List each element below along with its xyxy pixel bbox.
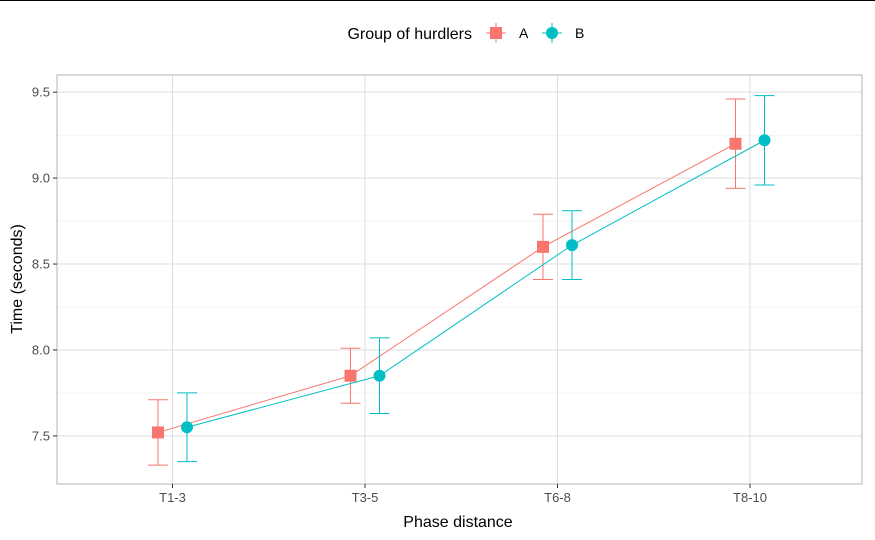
y-tick-label: 9.0 — [32, 171, 50, 186]
series-line-A — [157, 143, 736, 433]
data-point-A — [152, 426, 164, 439]
y-tick-label: 8.5 — [32, 257, 50, 272]
legend-label-B: B — [575, 25, 584, 41]
legend-key-marker — [490, 27, 502, 39]
x-tick-label: T1-3 — [159, 490, 186, 505]
data-point-A — [537, 240, 549, 253]
data-point-A — [344, 369, 357, 382]
legend-title: Group of hurdlers — [347, 26, 472, 43]
data-point-B — [566, 239, 578, 252]
x-tick-label: T6-8 — [544, 490, 571, 505]
panel-border — [56, 74, 863, 485]
data-point-B — [758, 134, 771, 147]
y-tick-label: 7.5 — [32, 428, 50, 443]
legend-item-A: A — [486, 23, 529, 43]
y-axis-title: Time (seconds) — [9, 224, 26, 334]
plot-panel: 7.5 8.0 8.5 9.0 9.5 T1-3 T3-5 T6-8 T8-10 — [32, 74, 863, 505]
y-tick-label: 9.5 — [32, 85, 50, 100]
legend-item-B: B — [542, 23, 584, 43]
data-point-B — [373, 369, 386, 382]
x-tick-label: T3-5 — [352, 490, 379, 505]
series-line-B — [186, 139, 765, 428]
top-rule — [0, 0, 875, 1]
legend-key-marker — [546, 27, 558, 39]
data-point-A — [729, 137, 742, 150]
x-tick-label: T8-10 — [733, 490, 767, 505]
legend-label-A: A — [519, 25, 529, 41]
y-tick-label: 8.0 — [32, 342, 50, 357]
data-point-B — [181, 421, 193, 434]
x-axis-title: Phase distance — [403, 514, 513, 531]
